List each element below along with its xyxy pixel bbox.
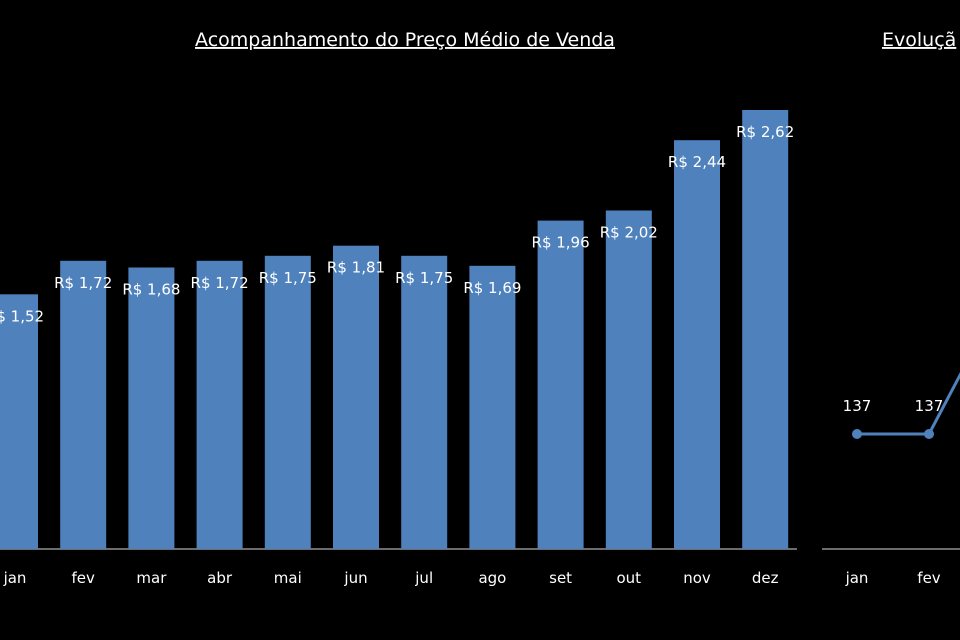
bar-label-ago: R$ 1,69 bbox=[463, 279, 521, 297]
x-tick-jan: jan bbox=[3, 569, 27, 587]
bar-nov bbox=[674, 140, 720, 549]
line-chart-title: Evoluçã bbox=[882, 29, 956, 51]
x-tick-out: out bbox=[617, 569, 642, 587]
bar-set bbox=[537, 220, 584, 549]
x-tick-ago: ago bbox=[478, 569, 506, 587]
line-point-fev bbox=[924, 429, 934, 439]
bar-mar bbox=[128, 267, 175, 549]
x-tick-jun: jun bbox=[343, 569, 367, 587]
bar-label-jun: R$ 1,81 bbox=[327, 259, 385, 277]
bar-jul bbox=[401, 255, 448, 550]
bar-series bbox=[0, 110, 789, 550]
x-tick-mai: mai bbox=[274, 569, 302, 587]
bar-label-mai: R$ 1,75 bbox=[259, 269, 317, 287]
x-tick-nov: nov bbox=[683, 569, 711, 587]
bar-jan bbox=[0, 294, 38, 549]
bar-ago bbox=[469, 265, 516, 549]
bar-label-dez: R$ 2,62 bbox=[736, 123, 794, 141]
bar-label-out: R$ 2,02 bbox=[600, 224, 658, 242]
x-tick-mar: mar bbox=[136, 569, 167, 587]
bar-dez bbox=[742, 110, 789, 549]
bar-label-mar: R$ 1,68 bbox=[122, 281, 180, 299]
bar-data-labels: R$ 1,52 R$ 1,72 R$ 1,68 R$ 1,72 R$ 1,75 R$ 1,… bbox=[0, 123, 794, 325]
x-tick-fev: fev bbox=[72, 569, 96, 587]
line-label-jan: 137 bbox=[843, 397, 872, 415]
bar-fev bbox=[60, 260, 107, 549]
bar-jun bbox=[333, 245, 379, 549]
bar-label-jul: R$ 1,75 bbox=[395, 269, 453, 287]
line-label-fev: 137 bbox=[915, 397, 944, 415]
bar-label-jan: R$ 1,52 bbox=[0, 307, 44, 325]
bar-label-nov: R$ 2,44 bbox=[668, 153, 726, 171]
bar-out bbox=[605, 210, 652, 549]
x-tick-dez: dez bbox=[752, 569, 779, 587]
x-tick-jul: jul bbox=[414, 569, 433, 587]
bar-label-set: R$ 1,96 bbox=[532, 234, 590, 252]
line-continuation bbox=[927, 371, 960, 435]
x-tick-set: set bbox=[549, 569, 572, 587]
bar-chart-title: Acompanhamento do Preço Médio de Venda bbox=[195, 29, 615, 51]
line-x-tick-fev: fev bbox=[917, 569, 941, 587]
line-x-tick-jan: jan bbox=[845, 569, 869, 587]
bar-label-fev: R$ 1,72 bbox=[54, 274, 112, 292]
line-point-jan bbox=[852, 429, 862, 439]
bar-abr bbox=[196, 260, 243, 549]
bar-label-abr: R$ 1,72 bbox=[191, 274, 249, 292]
x-tick-abr: abr bbox=[207, 569, 233, 587]
bar-x-tick-labels: jan fev mar abr mai jun jul ago set out nov dez bbox=[3, 569, 779, 587]
bar-mai bbox=[264, 255, 311, 550]
line-series: 137 jan 137 fev bbox=[843, 371, 960, 587]
